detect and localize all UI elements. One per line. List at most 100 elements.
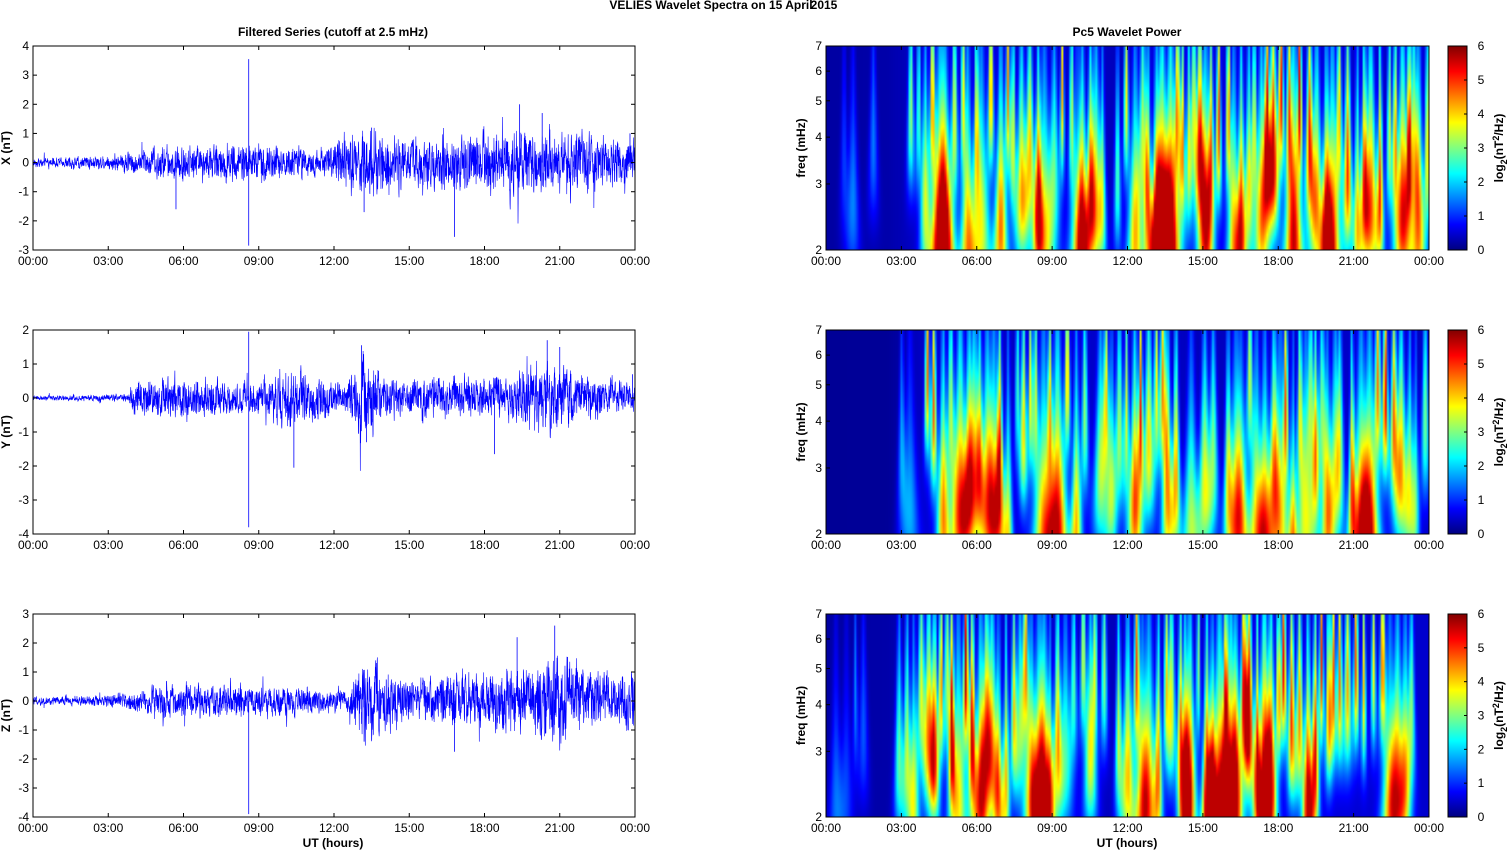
heatmap-panel-3-colorbar-label: log2(nT2/Hz) (1491, 681, 1509, 750)
heatmap-panel-2-colorbar-tick-label: 5 (1478, 357, 1485, 371)
line-panel-2-xtick-label: 00:00 (620, 538, 650, 552)
line-panel-3-ytick-label: -1 (18, 723, 29, 737)
heatmap-panel-2-colorbar-tick-label: 0 (1478, 527, 1485, 541)
heatmap-panel-3-ytick-label: 4 (815, 698, 822, 712)
heatmap-panel-3-xtick-label: 15:00 (1188, 821, 1218, 835)
heatmap-panel-1-xtick-label: 09:00 (1037, 254, 1067, 268)
heatmap-panel-1-ylabel: freq (mHz) (794, 118, 808, 177)
line-panel-2-ytick-label: 1 (22, 357, 29, 371)
line-panel-2-xtick-label: 15:00 (394, 538, 424, 552)
heatmap-panel-3-ylabel: freq (mHz) (794, 686, 808, 745)
heatmap-panel-3-ytick-label: 3 (815, 744, 822, 758)
heatmap-panel-3-colorbar-tick-label: 5 (1478, 641, 1485, 655)
line-panel-2-ytick-label: -2 (18, 459, 29, 473)
heatmap-panel-3-xtick-label: 06:00 (962, 821, 992, 835)
heatmap-panel-1-ytick-label: 2 (815, 243, 822, 257)
line-panel-3-xtick-label: 03:00 (93, 821, 123, 835)
heatmap-panel-1-colorbar-tick-label: 5 (1478, 73, 1485, 87)
line-panel-3-ytick-label: -4 (18, 810, 29, 824)
heatmap-panel-3-xtick-label: 21:00 (1339, 821, 1369, 835)
line-panel-1-xtick-label: 09:00 (244, 254, 274, 268)
heatmap-panel-1-xtick-label: 03:00 (886, 254, 916, 268)
heatmap-panel-1-xtick-label: 12:00 (1112, 254, 1142, 268)
heatmap-panel-3-colorbar-tick-label: 2 (1478, 742, 1485, 756)
heatmap-panel-2-ytick-label: 2 (815, 527, 822, 541)
line-panel-3-xtick-label: 00:00 (18, 821, 48, 835)
heatmap-panel-2-xtick-label: 18:00 (1263, 538, 1293, 552)
heatmap-panel-1-ytick-label: 5 (815, 94, 822, 108)
heatmap-panel-1-colorbar-tick-label: 2 (1478, 175, 1485, 189)
heatmap-panel-1-xtick-label: 00:00 (811, 254, 841, 268)
heatmap-panel-1-colorbar-tick-label: 3 (1478, 141, 1485, 155)
heatmap-panel-2-ytick-label: 7 (815, 323, 822, 337)
heatmap-panel-2-power-image (826, 330, 1429, 534)
line-panel-3-ytick-label: -2 (18, 752, 29, 766)
line-panel-3-xtick-label: 21:00 (545, 821, 575, 835)
line-panel-1-xtick-label: 18:00 (469, 254, 499, 268)
line-panel-2-ylabel: Y (nT) (0, 415, 13, 449)
heatmap-panel-2-ytick-label: 6 (815, 348, 822, 362)
heatmap-panel-3-ytick-label: 7 (815, 607, 822, 621)
line-panel-2-xtick-label: 06:00 (168, 538, 198, 552)
line-panel-2-xtick-label: 18:00 (469, 538, 499, 552)
line-panel-2-ytick-label: 2 (22, 323, 29, 337)
right-column-title: Pc5 Wavelet Power (1073, 25, 1182, 39)
line-panel-3-ylabel: Z (nT) (0, 699, 13, 732)
heatmap-panel-1-ytick-label: 3 (815, 177, 822, 191)
line-panel-1-ytick-label: 2 (22, 97, 29, 111)
heatmap-panel-1-xtick-label: 00:00 (1414, 254, 1444, 268)
heatmap-panel-3-colorbar-tick-label: 6 (1478, 607, 1485, 621)
line-panel-1-ytick-label: -3 (18, 243, 29, 257)
line-panel-2-xtick-label: 12:00 (319, 538, 349, 552)
heatmap-panel-2-colorbar-tick-label: 2 (1478, 459, 1485, 473)
line-panel-1-xtick-label: 00:00 (18, 254, 48, 268)
heatmap-panel-3-xtick-label: 00:00 (811, 821, 841, 835)
heatmap-panel-1-xtick-label: 21:00 (1339, 254, 1369, 268)
heatmap-panel-1-ytick-label: 6 (815, 64, 822, 78)
line-panel-2-ytick-label: -3 (18, 493, 29, 507)
line-panel-2-series-line (32, 350, 636, 471)
line-panel-3-background (33, 614, 635, 817)
heatmap-panel-2-xtick-label: 21:00 (1339, 538, 1369, 552)
heatmap-panel-2-colorbar-label: log2(nT2/Hz) (1491, 398, 1509, 467)
line-panel-2-xtick-label: 09:00 (244, 538, 274, 552)
line-panel-2-xtick-label: 21:00 (545, 538, 575, 552)
line-panel-1-ytick-label: 0 (22, 156, 29, 170)
heatmap-panel-2-ytick-label: 3 (815, 461, 822, 475)
line-panel-1-ytick-label: 4 (22, 39, 29, 53)
line-panel-1-xtick-label: 00:00 (620, 254, 650, 268)
heatmap-panel-2-colorbar-tick-label: 4 (1478, 391, 1485, 405)
line-panel-2-ytick-label: -1 (18, 425, 29, 439)
xlabel-right: UT (hours) (1097, 836, 1158, 850)
line-panel-3-ytick-label: 1 (22, 665, 29, 679)
line-panel-2-ytick-label: 0 (22, 391, 29, 405)
heatmap-panel-3-xtick-label: 00:00 (1414, 821, 1444, 835)
line-panel-3-xtick-label: 12:00 (319, 821, 349, 835)
heatmap-panel-1-colorbar-tick-label: 6 (1478, 39, 1485, 53)
line-panel-1-xtick-label: 21:00 (545, 254, 575, 268)
heatmap-panel-3-xtick-label: 03:00 (886, 821, 916, 835)
line-panel-2-xtick-label: 03:00 (93, 538, 123, 552)
line-panel-3-series-line (32, 655, 636, 751)
heatmap-panel-2-ytick-label: 4 (815, 414, 822, 428)
heatmap-panel-3-xtick-label: 09:00 (1037, 821, 1067, 835)
heatmap-panel-2-xtick-label: 00:00 (1414, 538, 1444, 552)
heatmap-panel-2-colorbar-tick-label: 3 (1478, 425, 1485, 439)
heatmap-panel-1-xtick-label: 18:00 (1263, 254, 1293, 268)
heatmap-panel-3-xtick-label: 12:00 (1112, 821, 1142, 835)
heatmap-panel-2-colorbar-tick-label: 6 (1478, 323, 1485, 337)
heatmap-panel-3-colorbar-tick-label: 4 (1478, 675, 1485, 689)
line-panel-2-xtick-label: 00:00 (18, 538, 48, 552)
heatmap-panel-1-power-image (826, 46, 1429, 250)
heatmap-panel-3-ytick-label: 2 (815, 810, 822, 824)
line-panel-3-ytick-label: 0 (22, 694, 29, 708)
heatmap-panel-2-ytick-label: 5 (815, 378, 822, 392)
heatmap-panel-3-ytick-label: 5 (815, 662, 822, 676)
heatmap-panel-2-ylabel: freq (mHz) (794, 402, 808, 461)
heatmap-panel-3-colorbar-tick-label: 3 (1478, 709, 1485, 723)
xlabel-left: UT (hours) (303, 836, 364, 850)
heatmap-panel-2-colorbar-tick-label: 1 (1478, 493, 1485, 507)
heatmap-panel-1-xtick-label: 06:00 (962, 254, 992, 268)
heatmap-panel-2-xtick-label: 00:00 (811, 538, 841, 552)
